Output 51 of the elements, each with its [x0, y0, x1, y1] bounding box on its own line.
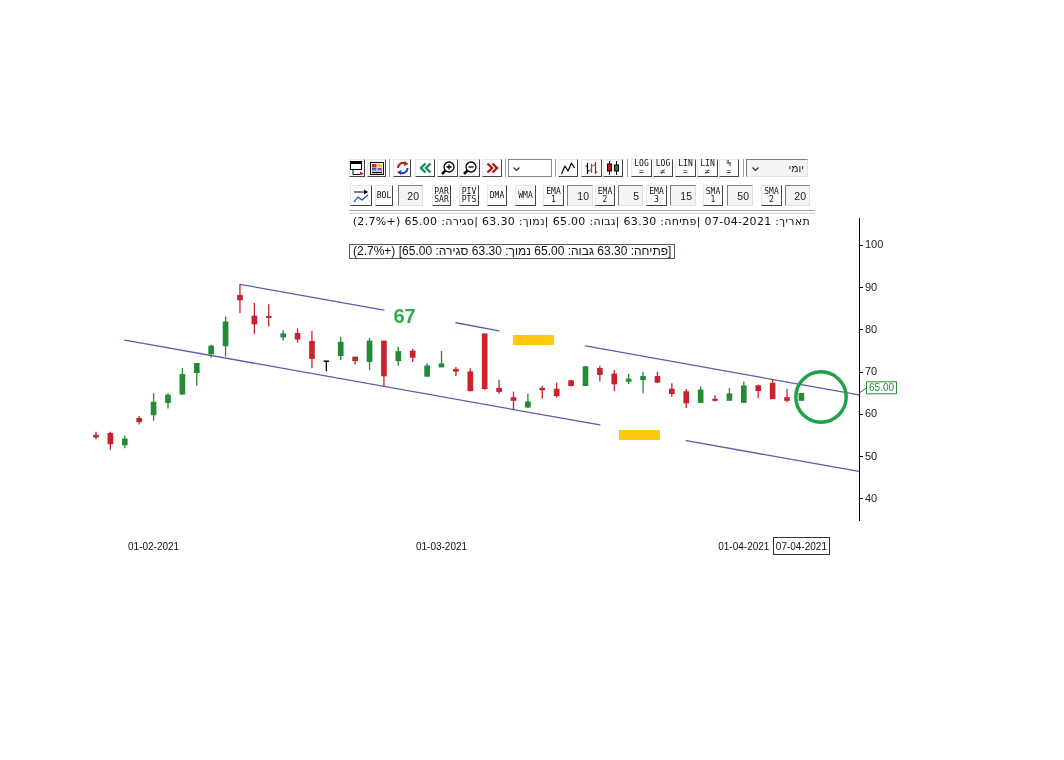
- y-tick-label: 40: [865, 491, 878, 504]
- y-tick-label: 100: [865, 238, 884, 251]
- toolbar-button: % =: [719, 159, 739, 177]
- text: [פתיחה: 63.30 גבוה: 65.00 נמוך: 63.30 סגירה: 65.00] (+2.7%): [349, 244, 676, 259]
- dropdown-field: יומי: [746, 159, 808, 177]
- candlestick: [496, 379, 502, 395]
- number-field: 5: [618, 185, 643, 206]
- chart-title: תאריך: 07-04-2021 |פתיחה: 63.30 |גבוה: 65.00 |נמוך: 63.30 |סגירה: 65.00 (+2.7%): [352, 215, 810, 228]
- toolbar-button: LOG =: [631, 159, 652, 177]
- number-field: 20: [785, 185, 810, 206]
- candlestick: [640, 371, 646, 394]
- candlestick: [453, 366, 459, 377]
- text: 65.00: [869, 381, 895, 393]
- candlestick: [309, 330, 315, 370]
- toolbar-button: LIN =: [675, 159, 696, 177]
- candlestick: [712, 394, 718, 403]
- x-tick-label: 01-04-2021: [718, 540, 770, 552]
- toolbar-button: EMA 3: [646, 185, 667, 206]
- toolbar-button: WMA: [515, 185, 536, 206]
- candlestick: [265, 303, 272, 328]
- candlestick: [784, 388, 790, 403]
- candlestick: [683, 388, 690, 409]
- x-tick-label: 01-02-2021: [128, 540, 180, 552]
- toolbar-button: SMA 2: [761, 185, 782, 206]
- y-tick-label: 80: [865, 322, 878, 335]
- number-field: 10: [567, 185, 593, 206]
- number-field: 20: [398, 185, 423, 206]
- toolbar-button: BOL: [375, 185, 393, 206]
- toolbar-button: PIV PTS: [459, 185, 479, 206]
- y-tick-label: 70: [865, 365, 878, 378]
- y-tick-label: 90: [865, 280, 878, 293]
- y-tick-label: 50: [865, 449, 878, 462]
- toolbar-button: PAR SAR: [432, 185, 451, 206]
- number-field: 50: [727, 185, 753, 206]
- candlestick: [337, 336, 344, 361]
- candlestick: [395, 345, 402, 367]
- candlestick: [741, 380, 747, 404]
- y-tick-label: 60: [865, 407, 878, 420]
- toolbar-button: LIN ≠: [697, 159, 718, 177]
- candlestick: [510, 390, 517, 411]
- toolbar-button: LOG ≠: [653, 159, 673, 177]
- toolbar-button: DMA: [487, 185, 507, 206]
- x-tick-label: 01-03-2021: [415, 540, 468, 552]
- toolbar-button: EMA 2: [595, 185, 615, 206]
- candlestick: [611, 369, 618, 392]
- annotation: 67: [393, 304, 416, 327]
- toolbar-button: EMA 1: [543, 185, 564, 206]
- candlestick: [237, 283, 243, 314]
- toolbar-button: SMA 1: [703, 185, 723, 206]
- number-field: 15: [670, 185, 696, 206]
- candlestick: [467, 367, 474, 393]
